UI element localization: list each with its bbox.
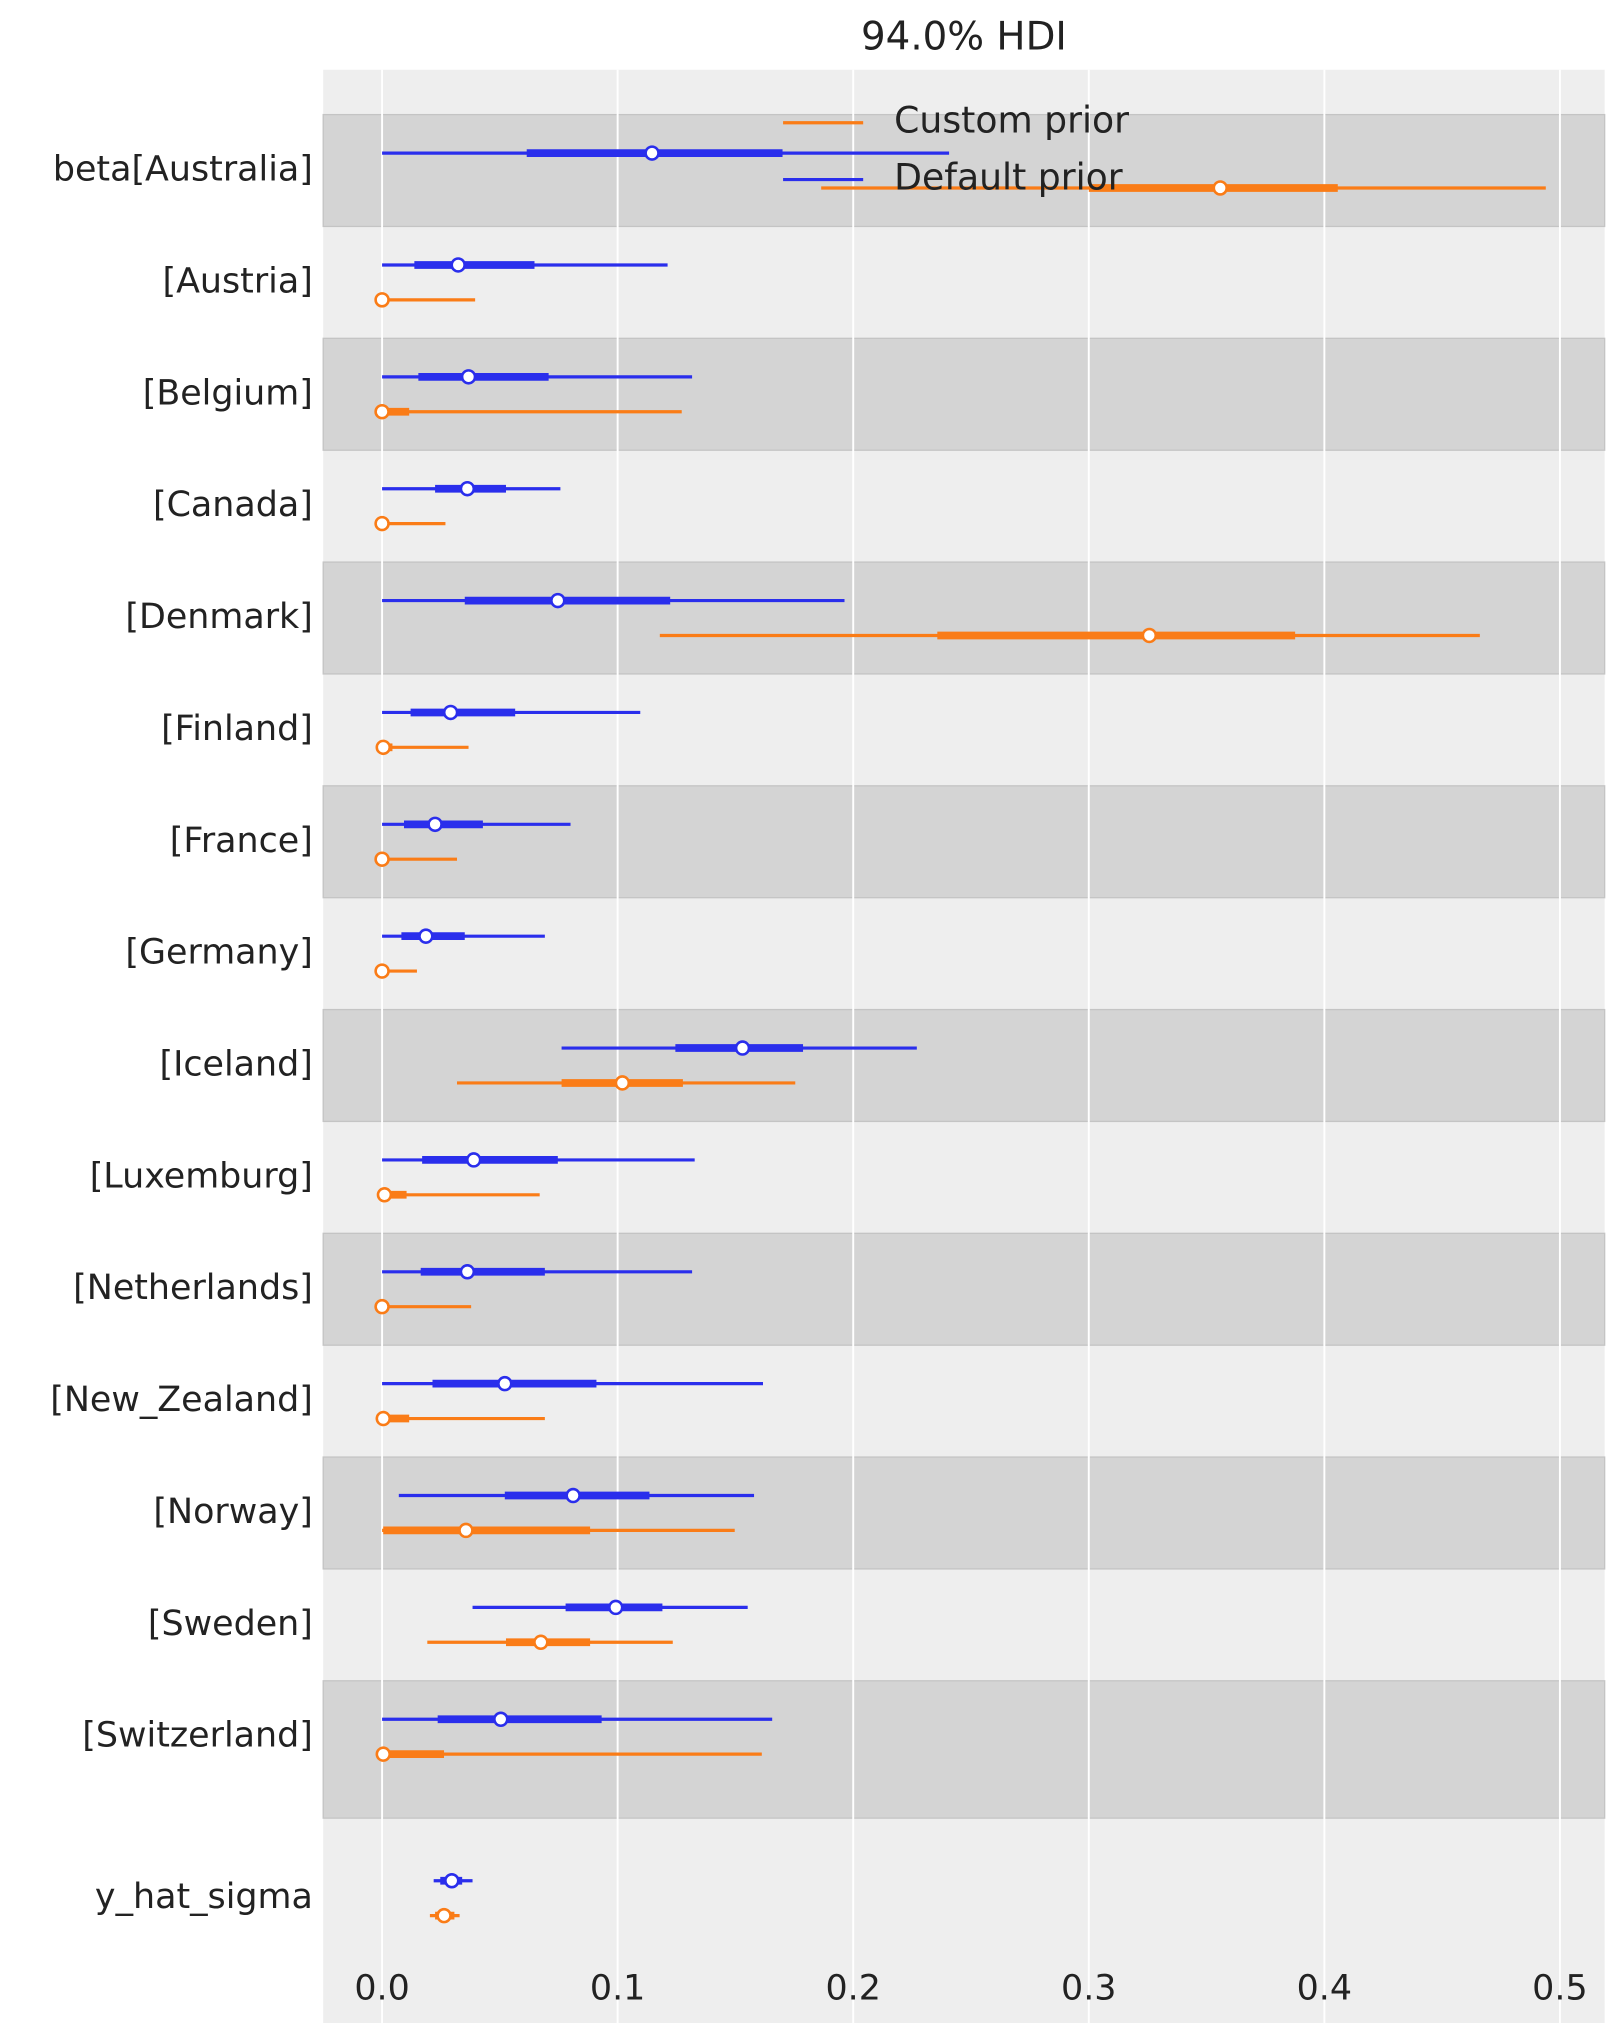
median-point xyxy=(533,1634,549,1651)
row-band xyxy=(322,113,1606,228)
median-point xyxy=(550,592,566,609)
median-point xyxy=(493,1711,509,1728)
y-tick-label: y_hat_sigma xyxy=(95,1877,313,1917)
median-point xyxy=(459,1264,476,1280)
median-point xyxy=(376,1187,393,1203)
median-point xyxy=(459,480,476,497)
median-point xyxy=(1141,627,1158,644)
median-point xyxy=(374,851,390,867)
row-band xyxy=(322,1008,1606,1123)
y-tick-label: [France] xyxy=(170,821,313,861)
median-point xyxy=(734,1040,751,1056)
median-point xyxy=(442,704,459,721)
median-point xyxy=(375,739,392,756)
y-tick-label: [Switzerland] xyxy=(82,1716,313,1756)
y-tick-label: [Denmark] xyxy=(125,597,312,637)
legend-label: Default prior xyxy=(894,156,1123,199)
median-point xyxy=(374,1298,390,1315)
chart-title: 94.0% HDI xyxy=(861,14,1067,59)
x-tick-label: 0.2 xyxy=(825,1968,880,2008)
median-point xyxy=(450,257,466,273)
median-point xyxy=(375,1746,392,1762)
median-point xyxy=(1212,180,1228,196)
median-point xyxy=(565,1487,581,1504)
median-point xyxy=(374,403,390,420)
y-tick-label: [Luxemburg] xyxy=(90,1156,313,1196)
median-point xyxy=(375,1410,392,1427)
marks xyxy=(374,145,1546,1924)
y-tick-label: [Canada] xyxy=(153,485,313,525)
legend-label: Custom prior xyxy=(894,99,1129,142)
median-point xyxy=(374,515,390,532)
row-bands xyxy=(322,113,1606,1819)
y-tick-label: [Germany] xyxy=(125,933,312,973)
y-tick-label: [New_Zealand] xyxy=(50,1380,313,1420)
x-tick-label: 0.4 xyxy=(1297,1968,1352,2008)
y-tick-label: [Sweden] xyxy=(148,1604,313,1644)
row-band xyxy=(322,561,1606,675)
x-tick-label: 0.3 xyxy=(1061,1968,1116,2008)
y-tick-label: [Norway] xyxy=(153,1492,312,1532)
row-band xyxy=(322,1680,1606,1819)
median-point xyxy=(374,292,390,308)
median-point xyxy=(460,369,477,385)
median-point xyxy=(644,145,660,161)
grid xyxy=(381,69,1561,2023)
median-point xyxy=(444,1873,460,1889)
row-band xyxy=(322,785,1606,899)
row-band xyxy=(322,337,1606,451)
y-tick-label: beta[Australia] xyxy=(53,150,313,190)
row-band xyxy=(322,1456,1606,1570)
x-tick-label: 0.1 xyxy=(590,1968,645,2008)
median-point xyxy=(614,1075,631,1091)
median-point xyxy=(427,816,443,833)
y-tick-label: [Netherlands] xyxy=(73,1268,313,1308)
y-tick-label: [Iceland] xyxy=(159,1044,312,1084)
row-band xyxy=(322,1232,1606,1346)
median-point xyxy=(436,1907,452,1924)
y-tick-label: [Austria] xyxy=(162,261,312,301)
median-point xyxy=(374,963,390,979)
median-point xyxy=(497,1375,513,1392)
x-tick-label: 0.5 xyxy=(1532,1968,1587,2008)
y-tick-label: [Belgium] xyxy=(143,373,313,413)
median-point xyxy=(465,1152,482,1168)
median-point xyxy=(458,1522,474,1539)
y-tick-label: [Finland] xyxy=(161,709,313,749)
x-tick-label: 0.0 xyxy=(354,1968,409,2008)
median-point xyxy=(608,1599,624,1616)
median-point xyxy=(418,928,434,944)
